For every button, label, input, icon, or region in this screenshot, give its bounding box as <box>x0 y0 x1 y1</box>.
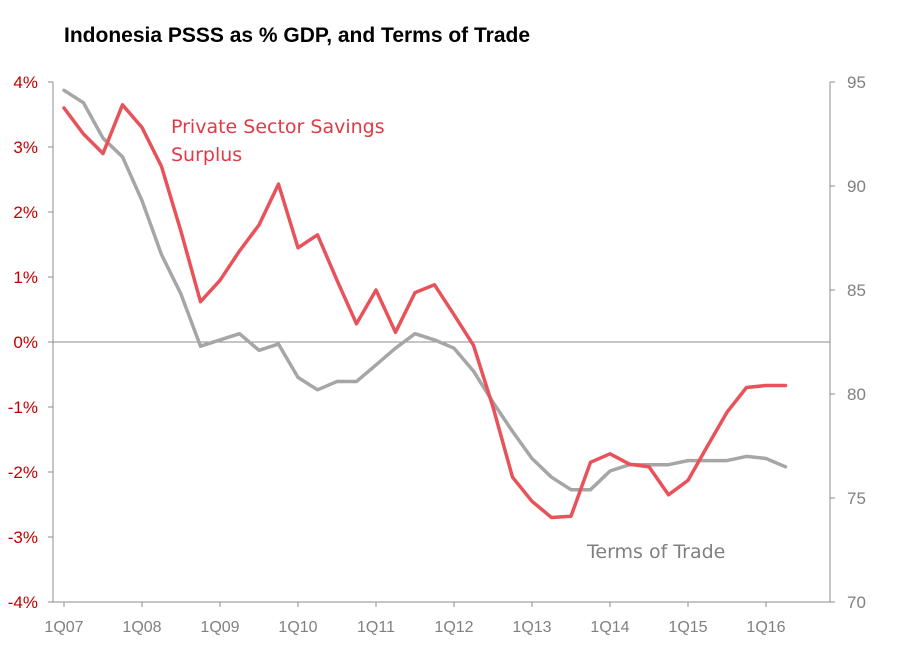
x-tick-label: 1Q15 <box>668 619 707 636</box>
right-tick-label: 95 <box>847 73 866 92</box>
x-tick-label: 1Q09 <box>200 619 239 636</box>
right-tick-label: 85 <box>847 281 866 300</box>
right-axis-ticks: 70 75 80 85 90 95 <box>830 73 866 612</box>
terms-of-trade-series-line <box>62 88 788 492</box>
right-tick-label: 80 <box>847 385 866 404</box>
x-tick-label: 1Q10 <box>278 619 317 636</box>
right-tick-label: 90 <box>847 177 866 196</box>
x-axis-ticks: 1Q07 1Q08 1Q09 1Q10 1Q11 1Q12 1Q13 1Q14 1Q15 1Q16 <box>44 602 786 636</box>
left-tick-label: 4% <box>13 73 38 92</box>
x-tick-label: 1Q12 <box>434 619 473 636</box>
left-tick-label: -2% <box>8 463 38 482</box>
x-tick-label: 1Q07 <box>44 619 83 636</box>
psss-series-line <box>62 103 788 520</box>
right-tick-label: 70 <box>847 593 866 612</box>
series-annotations: Private Sector Savings Surplus Terms of Tr… <box>171 116 725 563</box>
terms-of-trade-series-label: Terms of Trade <box>586 541 725 563</box>
left-tick-label: 2% <box>13 203 38 222</box>
left-axis-ticks: -4% -3% -2% -1% 0% 1% 2% 3% 4% <box>8 73 53 612</box>
left-tick-label: -4% <box>8 593 38 612</box>
right-tick-label: 75 <box>847 489 866 508</box>
x-tick-label: 1Q14 <box>590 619 629 636</box>
x-tick-label: 1Q08 <box>122 619 161 636</box>
left-tick-label: -1% <box>8 398 38 417</box>
left-tick-label: 3% <box>13 138 38 157</box>
left-tick-label: 0% <box>13 333 38 352</box>
x-tick-label: 1Q13 <box>512 619 551 636</box>
series-lines <box>62 88 788 520</box>
x-tick-label: 1Q11 <box>357 619 395 636</box>
left-tick-label: 1% <box>13 268 38 287</box>
psss-series-label: Private Sector Savings <box>171 116 385 138</box>
chart-title: Indonesia PSSS as % GDP, and Terms of Tr… <box>64 24 531 47</box>
psss-series-label: Surplus <box>171 144 242 166</box>
left-tick-label: -3% <box>8 528 38 547</box>
x-tick-label: 1Q16 <box>746 619 785 636</box>
